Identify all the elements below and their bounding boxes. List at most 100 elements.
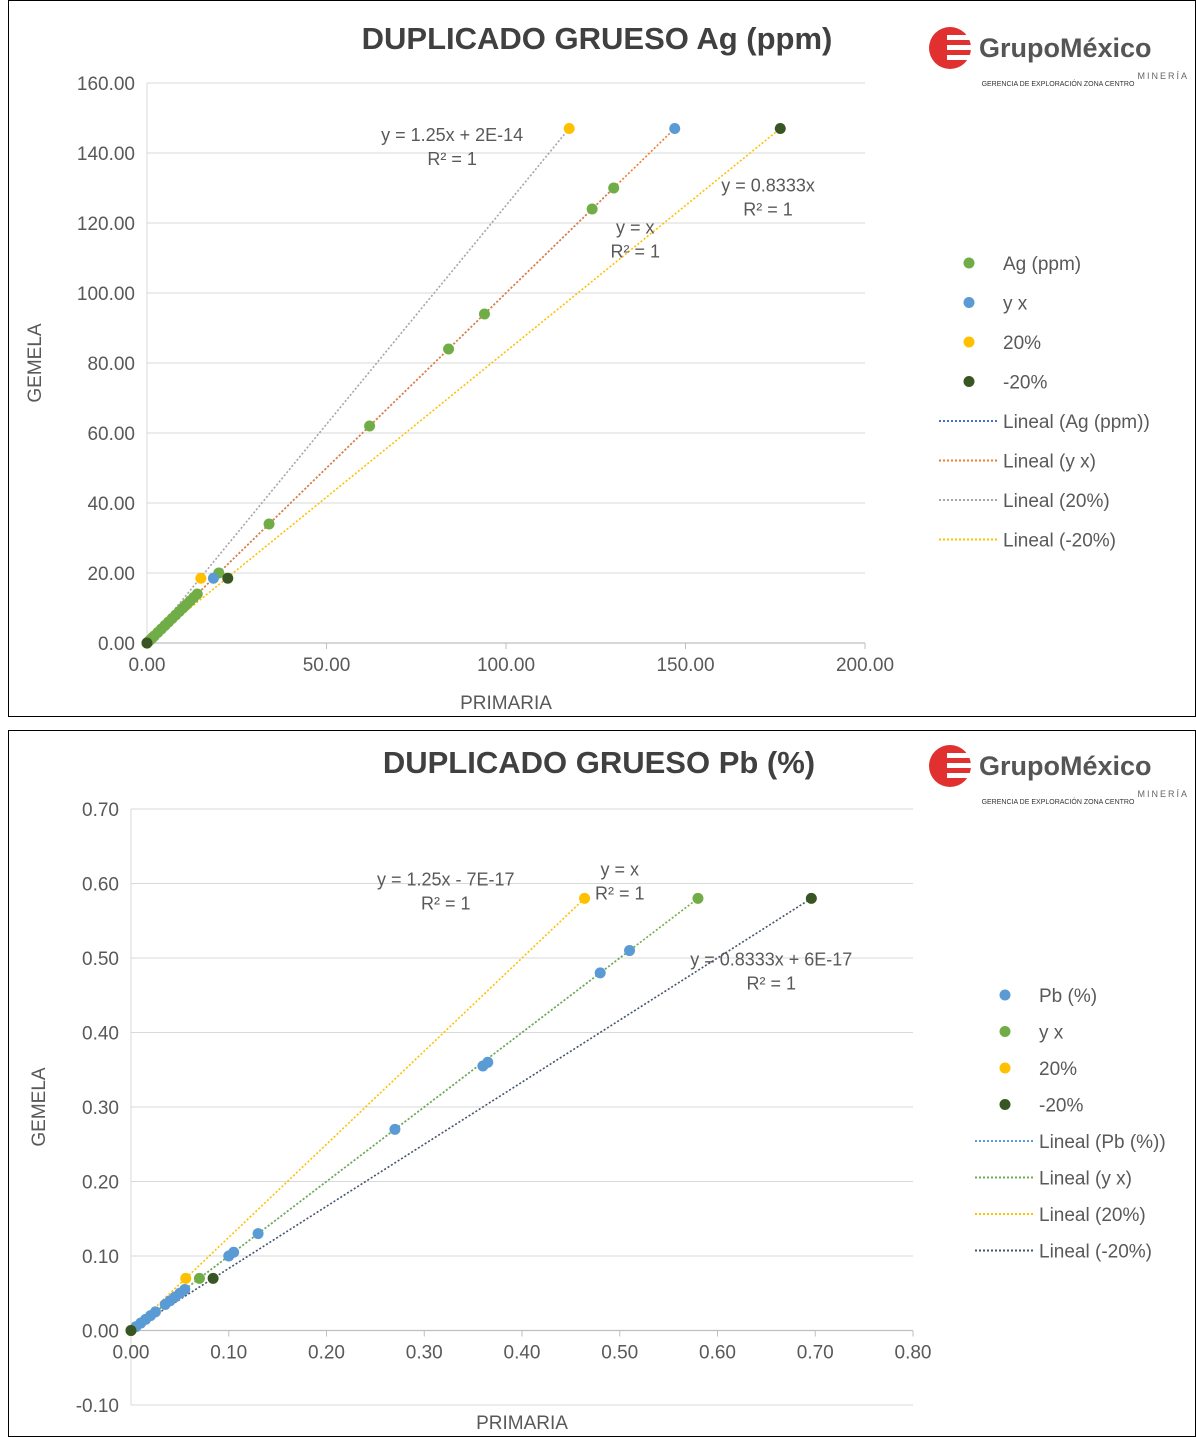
logo-name: GrupoMéxico <box>979 32 1152 63</box>
data-point <box>180 1272 192 1284</box>
y-tick-label: 0.40 <box>82 1024 119 1045</box>
y-tick-label: 140.00 <box>77 144 135 165</box>
data-point <box>563 123 575 134</box>
data-point <box>125 1325 137 1336</box>
equation-label: R² = 1 <box>421 894 471 914</box>
legend-label: -20% <box>1003 373 1047 394</box>
x-tick-label: 100.00 <box>477 655 535 676</box>
logo-name: GrupoMéxico <box>979 750 1152 781</box>
x-axis-title: PRIMARIA <box>476 1413 568 1434</box>
x-tick-label: 150.00 <box>656 655 714 676</box>
data-point <box>364 420 376 432</box>
data-point <box>586 203 598 215</box>
equation-label: R² = 1 <box>610 242 660 262</box>
chart-title: DUPLICADO GRUESO Ag (ppm) <box>362 21 833 56</box>
logo-sub: MINERÍA <box>1137 71 1189 81</box>
y-tick-label: 0.00 <box>98 634 135 655</box>
x-tick-label: 0.00 <box>113 1343 150 1364</box>
data-point <box>482 1056 494 1068</box>
x-tick-label: 0.40 <box>504 1343 541 1364</box>
legend-label: Lineal (Ag (ppm)) <box>1003 412 1150 433</box>
equation-label: R² = 1 <box>595 883 645 903</box>
x-tick-label: 0.20 <box>308 1343 345 1364</box>
legend-label: Lineal (Pb (%)) <box>1039 1132 1166 1153</box>
y-tick-label: 0.70 <box>82 800 119 821</box>
legend-marker <box>963 336 975 348</box>
x-tick-label: 0.70 <box>797 1343 834 1364</box>
x-axis-title: PRIMARIA <box>460 693 552 714</box>
y-axis-title: GEMELA <box>29 1067 50 1147</box>
logo-mark-icon <box>927 743 973 789</box>
data-point <box>624 945 636 957</box>
data-point <box>149 1306 161 1318</box>
y-tick-label: 0.30 <box>82 1098 119 1119</box>
legend-marker <box>999 1026 1011 1037</box>
data-point <box>774 123 786 134</box>
chart-panel-pb: DUPLICADO GRUESO Pb (%) -0.10 0.00 0.10 0.20… <box>8 730 1196 1437</box>
data-point <box>207 1272 219 1284</box>
legend-label: Lineal (-20%) <box>1003 531 1116 552</box>
data-point <box>594 967 606 979</box>
data-point <box>579 892 591 904</box>
x-tick-label: 0.00 <box>129 655 166 676</box>
y-tick-label: -0.10 <box>76 1396 119 1417</box>
data-point <box>228 1246 240 1258</box>
chart-pb-svg: DUPLICADO GRUESO Pb (%) -0.10 0.00 0.10 0.20… <box>29 745 1166 1434</box>
y-tick-label: 20.00 <box>87 564 135 585</box>
legend-label: y x <box>1039 1023 1064 1044</box>
data-point <box>669 123 681 134</box>
legend-label: 20% <box>1003 333 1041 354</box>
logo-sub2: GERENCIA DE EXPLORACIÓN ZONA CENTRO <box>981 81 1135 88</box>
legend-label: Lineal (y x) <box>1003 452 1096 473</box>
data-point <box>141 637 153 649</box>
chart-title: DUPLICADO GRUESO Pb (%) <box>383 745 815 780</box>
grupo-mexico-logo: GrupoMéxico MINERÍA GERENCIA DE EXPLORAC… <box>927 25 1189 88</box>
equation-label: y = 0.8333x + 6E-17 <box>690 949 852 969</box>
logo-mark-icon <box>927 25 973 71</box>
y-tick-label: 40.00 <box>87 494 135 515</box>
trendline <box>146 127 570 644</box>
data-point <box>193 1272 205 1284</box>
legend-marker <box>963 297 975 308</box>
trendline <box>130 897 586 1332</box>
data-point <box>195 572 207 584</box>
legend-label: -20% <box>1039 1096 1083 1117</box>
equation-label: R² = 1 <box>427 149 477 169</box>
legend-label: Lineal (20%) <box>1003 491 1110 512</box>
data-point <box>692 892 704 904</box>
legend-marker <box>999 989 1011 1001</box>
x-tick-label: 0.10 <box>210 1343 247 1364</box>
x-tick-label: 50.00 <box>303 655 351 676</box>
legend-marker <box>999 1062 1011 1074</box>
data-point <box>207 572 219 584</box>
y-tick-label: 120.00 <box>77 214 135 235</box>
logo-sub: MINERÍA <box>1137 789 1189 799</box>
legend-marker <box>999 1099 1011 1110</box>
trendline <box>146 127 676 644</box>
x-tick-label: 0.80 <box>895 1343 932 1364</box>
data-point <box>805 892 817 904</box>
equation-label: R² = 1 <box>746 973 796 993</box>
data-point <box>191 588 203 600</box>
y-tick-label: 60.00 <box>87 424 135 445</box>
legend-label: Pb (%) <box>1039 986 1097 1007</box>
data-point <box>608 182 620 194</box>
equation-label: y = x <box>616 218 655 238</box>
y-tick-label: 0.60 <box>82 875 119 896</box>
equation-label: y = 1.25x + 2E-14 <box>381 125 523 145</box>
equation-label: y = x <box>600 859 639 879</box>
legend-marker <box>963 376 975 387</box>
data-point <box>179 1284 191 1296</box>
grupo-mexico-logo: GrupoMéxico MINERÍA GERENCIA DE EXPLORAC… <box>927 743 1189 806</box>
y-tick-label: 0.20 <box>82 1173 119 1194</box>
equation-label: y = 1.25x - 7E-17 <box>377 870 515 890</box>
x-tick-label: 0.30 <box>406 1343 443 1364</box>
y-tick-label: 0.50 <box>82 949 119 970</box>
legend-label: Lineal (y x) <box>1039 1169 1132 1190</box>
y-tick-label: 80.00 <box>87 354 135 375</box>
y-tick-label: 100.00 <box>77 284 135 305</box>
data-point <box>252 1228 264 1240</box>
legend-label: Lineal (-20%) <box>1039 1242 1152 1263</box>
legend-label: Ag (ppm) <box>1003 254 1081 275</box>
trendline <box>130 897 699 1332</box>
